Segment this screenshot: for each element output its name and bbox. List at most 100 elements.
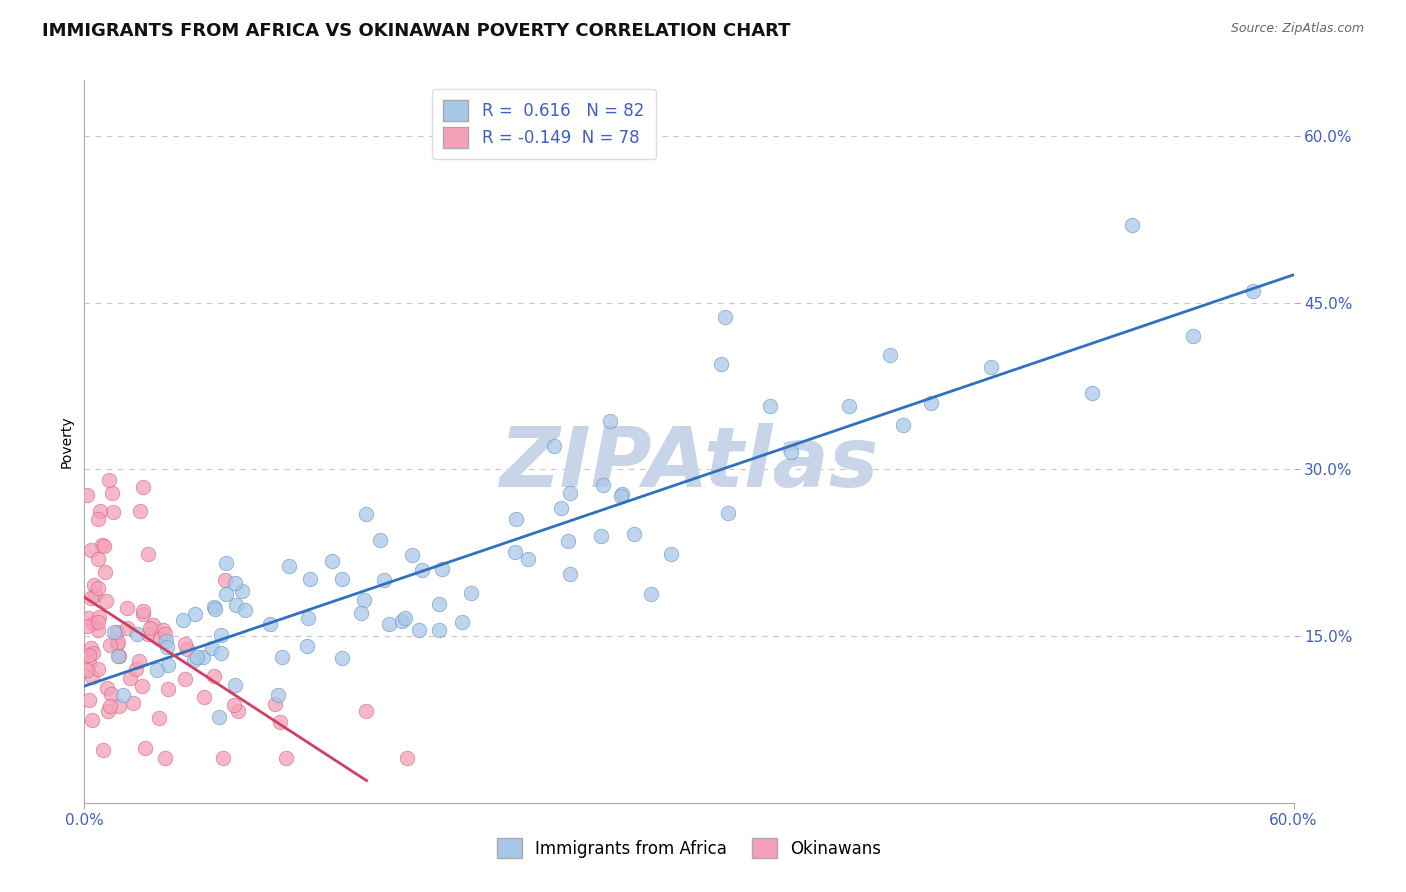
Point (411, 563, 433, 577)
Point (101, 486, 124, 500)
Point (111, 689, 134, 703)
Point (201, 641, 224, 656)
Point (129, 504, 152, 518)
Legend: Immigrants from Africa, Okinawans: Immigrants from Africa, Okinawans (488, 830, 890, 867)
Point (838, 399, 860, 413)
Point (98, 474, 121, 488)
Point (661, 547, 683, 561)
Point (224, 678, 246, 692)
Point (82, 615, 104, 630)
Point (91, 537, 114, 551)
Point (224, 698, 246, 713)
Point (89, 609, 111, 624)
Point (429, 623, 451, 637)
Point (76, 663, 98, 677)
Point (107, 635, 129, 649)
Point (204, 601, 226, 615)
Point (115, 601, 138, 615)
Point (191, 650, 214, 665)
Y-axis label: Poverty: Poverty (59, 416, 73, 467)
Point (202, 669, 225, 683)
Point (298, 572, 321, 586)
Point (640, 587, 662, 601)
Point (330, 651, 353, 665)
Point (373, 573, 395, 587)
Point (610, 489, 633, 503)
Point (879, 348, 901, 362)
Point (558, 566, 581, 581)
Text: ZIPAtlas: ZIPAtlas (499, 423, 879, 504)
Point (228, 704, 250, 718)
Point (142, 618, 165, 632)
Point (623, 526, 645, 541)
Point (430, 561, 453, 575)
Point (183, 653, 205, 667)
Point (1081, 386, 1104, 401)
Point (80, 591, 103, 605)
Point (330, 572, 353, 586)
Point (710, 357, 733, 371)
Point (610, 486, 633, 500)
Point (153, 627, 176, 641)
Point (233, 603, 256, 617)
Point (136, 547, 159, 561)
Point (427, 598, 450, 612)
Point (77, 656, 100, 670)
Point (105, 624, 128, 639)
Point (274, 751, 297, 765)
Point (105, 637, 128, 651)
Point (349, 607, 371, 621)
Point (96, 681, 118, 695)
Point (128, 654, 150, 668)
Point (125, 662, 148, 676)
Point (214, 556, 236, 570)
Point (87, 512, 110, 526)
Point (98, 699, 121, 714)
Point (87, 581, 110, 595)
Point (589, 529, 612, 543)
Point (174, 637, 197, 651)
Point (391, 614, 413, 628)
Point (214, 574, 236, 588)
Point (100, 688, 122, 702)
Point (108, 649, 131, 664)
Point (543, 439, 565, 453)
Point (231, 584, 253, 599)
Point (209, 646, 232, 660)
Point (297, 640, 319, 654)
Point (80, 713, 103, 727)
Point (107, 648, 129, 663)
Point (451, 615, 474, 630)
Point (713, 310, 735, 325)
Point (356, 704, 378, 718)
Point (94, 565, 117, 579)
Point (186, 649, 208, 664)
Point (136, 627, 159, 641)
Point (517, 551, 540, 566)
Point (550, 501, 572, 516)
Point (264, 698, 287, 712)
Point (76, 619, 98, 633)
Point (132, 604, 155, 618)
Point (353, 593, 375, 607)
Point (80, 641, 103, 656)
Point (146, 663, 169, 677)
Point (139, 621, 162, 635)
Point (193, 690, 215, 704)
Point (103, 625, 125, 640)
Point (378, 617, 401, 632)
Point (759, 399, 782, 413)
Point (132, 480, 155, 494)
Point (394, 611, 416, 625)
Point (87, 552, 110, 566)
Point (91, 743, 114, 757)
Point (208, 710, 231, 724)
Point (125, 626, 148, 640)
Point (83, 578, 105, 592)
Point (155, 633, 177, 648)
Point (172, 613, 194, 627)
Point (157, 658, 180, 673)
Point (277, 558, 299, 573)
Point (717, 506, 740, 520)
Point (80, 670, 103, 684)
